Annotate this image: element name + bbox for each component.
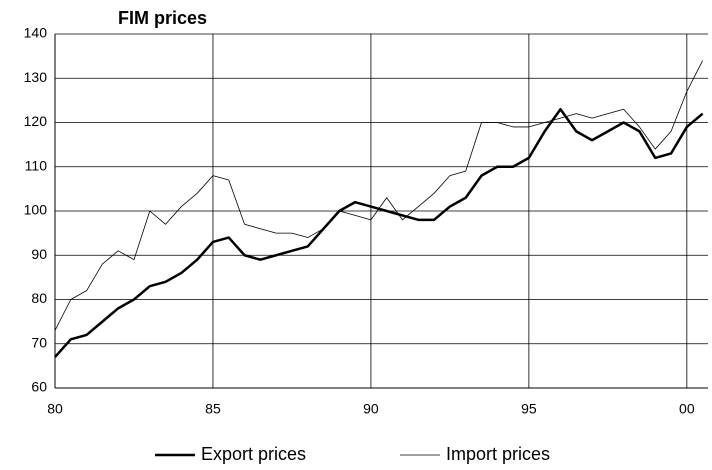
x-tick-label: 95 bbox=[521, 401, 537, 417]
legend-label: Import prices bbox=[446, 444, 550, 464]
y-tick-label: 90 bbox=[31, 246, 47, 262]
y-tick-label: 70 bbox=[31, 334, 47, 350]
y-tick-label: 110 bbox=[25, 157, 48, 173]
y-tick-label: 120 bbox=[24, 113, 48, 129]
y-tick-label: 80 bbox=[31, 290, 47, 306]
x-tick-label: 00 bbox=[679, 401, 695, 417]
chart-title: FIM prices bbox=[118, 8, 207, 28]
y-tick-label: 140 bbox=[24, 25, 48, 41]
series-line bbox=[54, 107, 704, 358]
x-tick-label: 80 bbox=[47, 401, 63, 417]
legend-label: Export prices bbox=[201, 444, 306, 464]
series-line bbox=[54, 60, 703, 331]
y-tick-label: 100 bbox=[24, 202, 48, 218]
y-tick-label: 60 bbox=[31, 379, 47, 395]
x-tick-label: 90 bbox=[363, 401, 379, 417]
x-tick-label: 85 bbox=[205, 401, 221, 417]
y-tick-label: 130 bbox=[24, 69, 48, 85]
